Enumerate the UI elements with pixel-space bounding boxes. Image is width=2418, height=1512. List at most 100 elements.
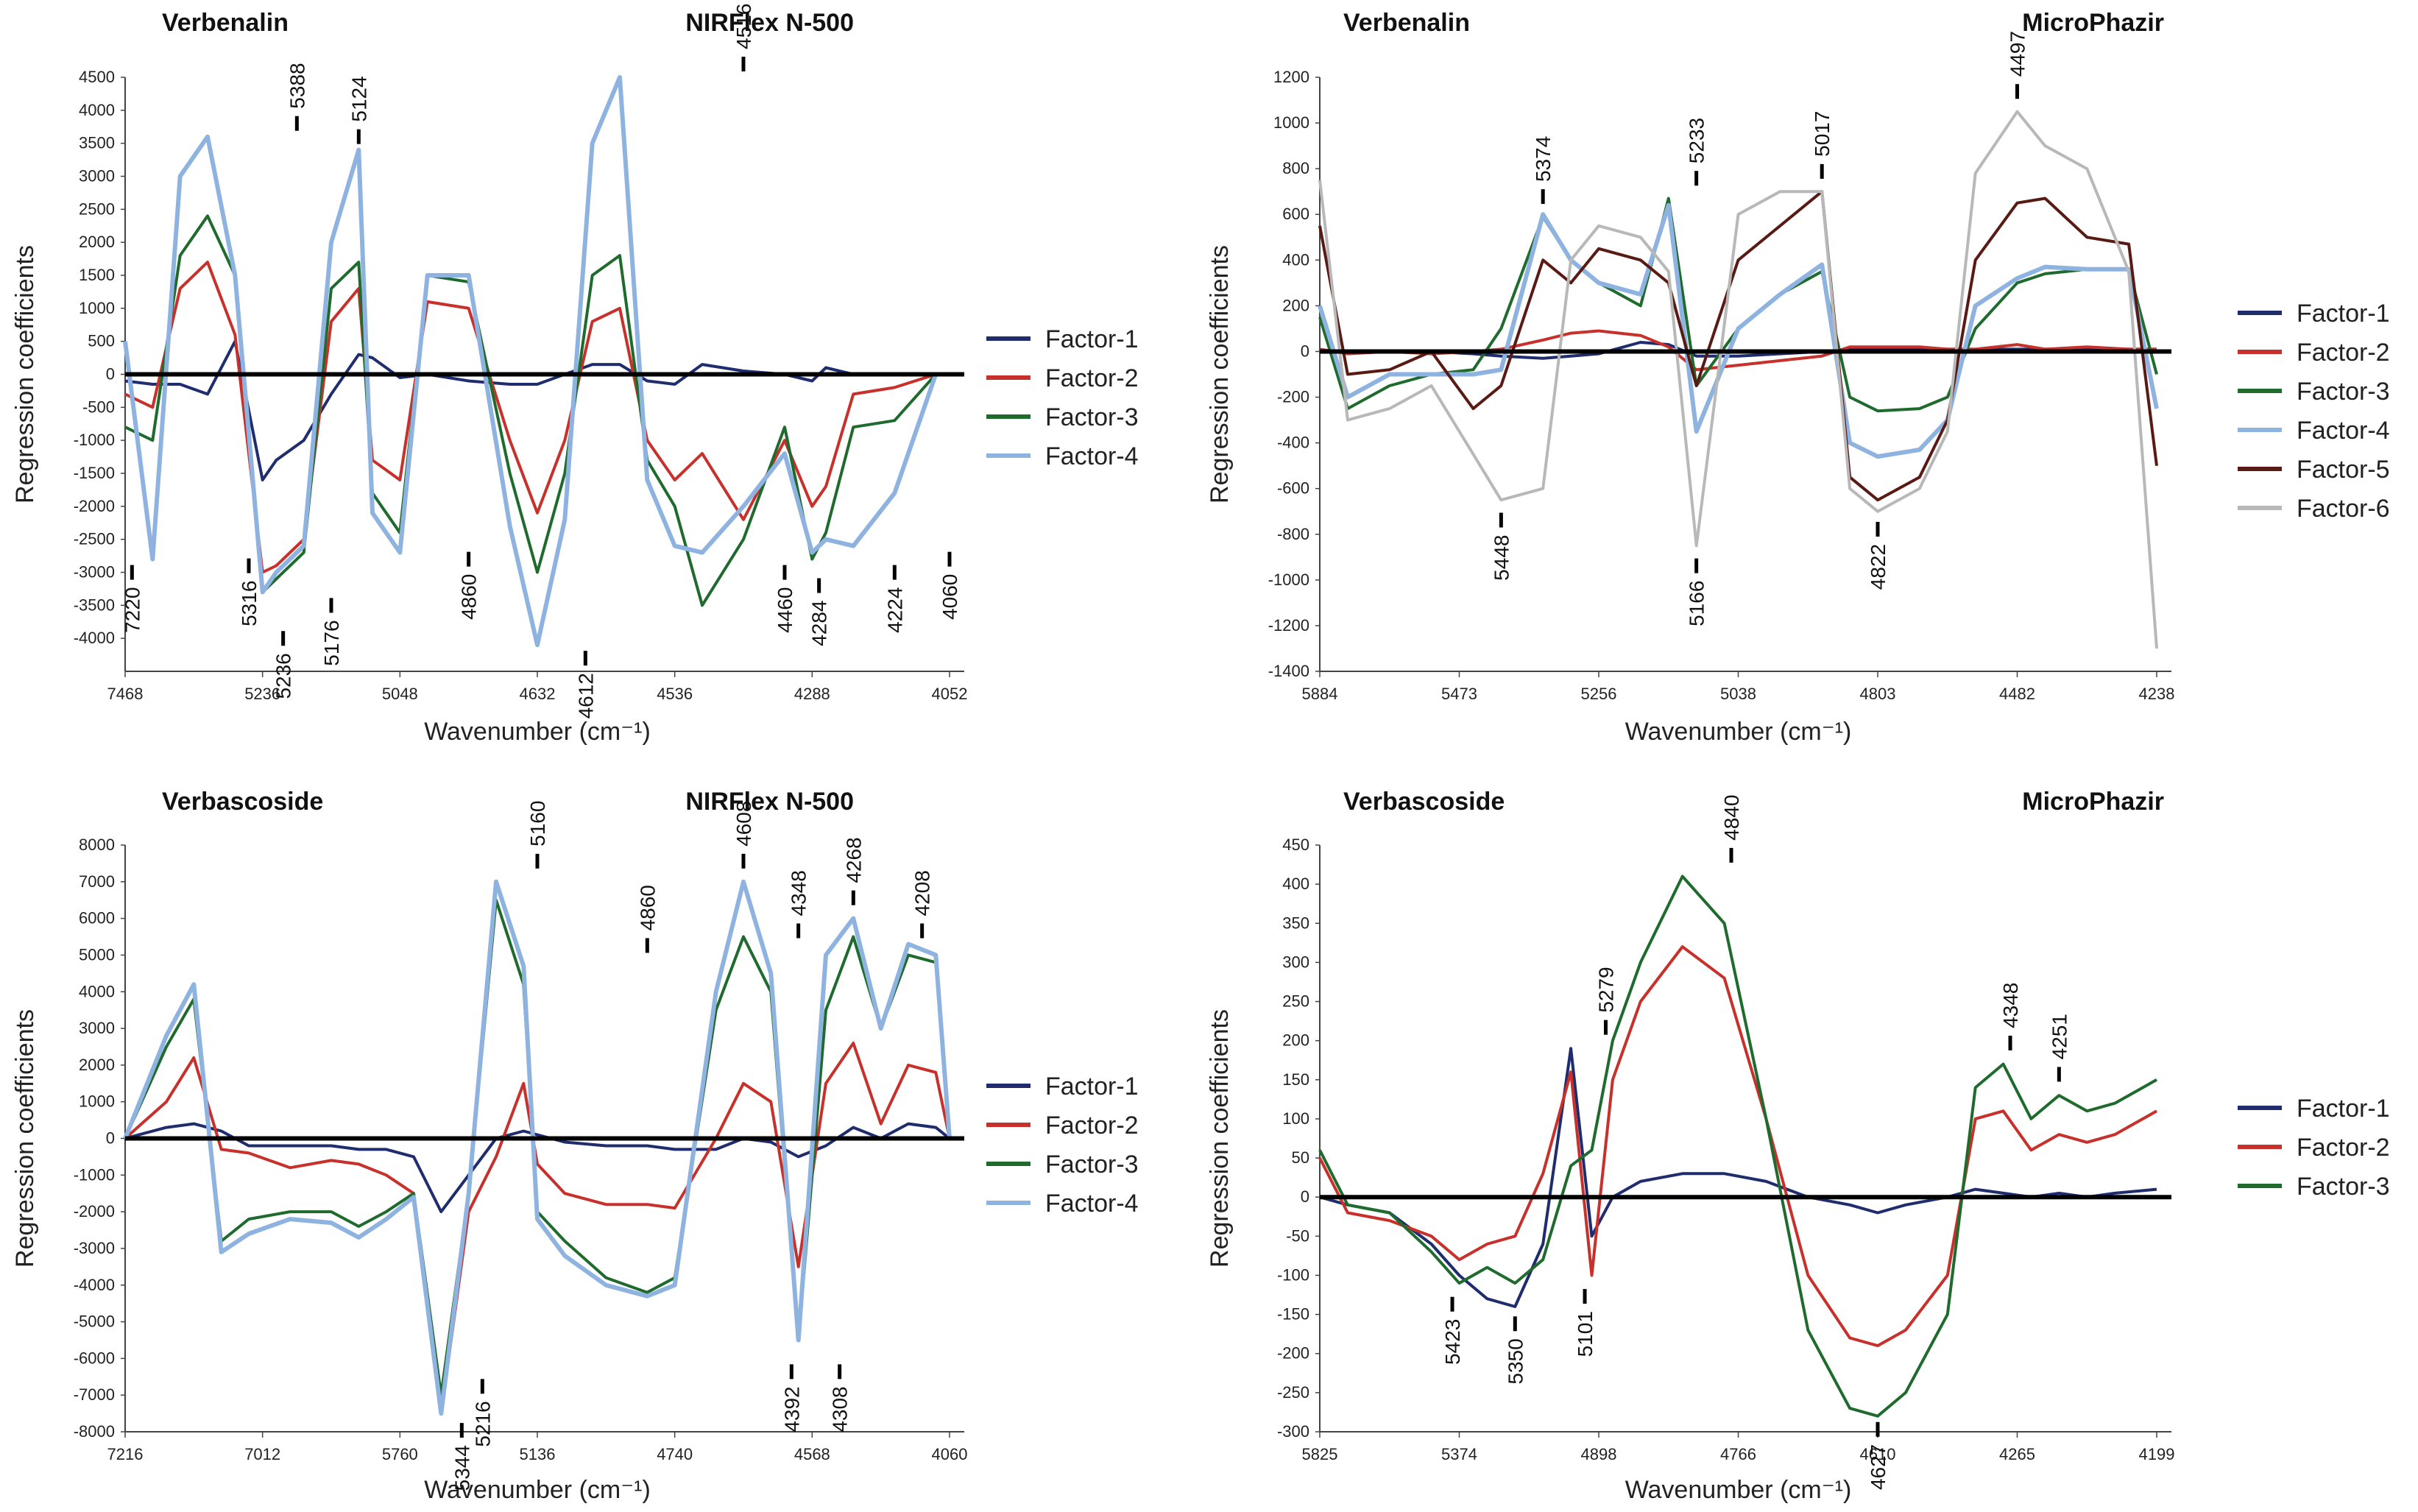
chart-panel-2: Verbenalin MicroPhazir -1400 -1200 -1000 -800…	[1206, 9, 2390, 746]
y-tick-label: -1000	[74, 1165, 115, 1184]
peak-annotation: 5344	[450, 1445, 473, 1491]
legend-label-factor-1: Factor-1	[1045, 1073, 1139, 1101]
legend-label-factor-4: Factor-4	[2297, 417, 2390, 445]
y-tick-label: -50	[1286, 1226, 1309, 1245]
series-line-factor-2	[1318, 945, 2157, 1348]
x-tick-label: 5236	[244, 685, 280, 703]
x-tick-label: 5374	[1441, 1445, 1477, 1463]
x-tick-label: 7216	[107, 1445, 144, 1463]
y-tick-label: -1500	[74, 464, 115, 482]
legend: Factor-1 Factor-2 Factor-3 Factor-4	[986, 1073, 1139, 1218]
x-tick-label: 7468	[107, 685, 144, 703]
peak-annotation: 4060	[938, 574, 961, 620]
y-tick-label: -300	[1277, 1422, 1309, 1441]
legend-label-factor-1: Factor-1	[1045, 325, 1139, 353]
peak-annotation: 5388	[286, 63, 308, 108]
legend-label-factor-3: Factor-3	[1045, 1151, 1139, 1179]
x-tick-label: 4238	[2139, 685, 2175, 703]
y-tick-label: 6000	[79, 909, 115, 928]
x-tick-label: 5038	[1720, 685, 1756, 703]
series-line-factor-4	[1318, 202, 2159, 459]
peak-annotation: 4392	[780, 1386, 803, 1432]
x-tick-label: 4740	[657, 1445, 693, 1463]
y-tick-label: 1500	[79, 266, 115, 284]
chart-title: Verbenalin	[1343, 9, 1470, 37]
y-axis-label: Regression coefficients	[11, 245, 39, 504]
peak-annotation: 4224	[883, 587, 906, 633]
y-tick-label: -600	[1277, 479, 1309, 498]
instrument-label: MicroPhazir	[2022, 788, 2164, 816]
y-tick-label: 500	[88, 332, 115, 350]
y-tick-label: 3500	[79, 134, 115, 152]
y-tick-label: -1000	[1268, 570, 1309, 589]
series-line-factor-6	[1318, 110, 2158, 649]
legend: Factor-1 Factor-2 Factor-3 Factor-4	[986, 325, 1139, 470]
x-tick-label: 4536	[657, 685, 693, 703]
y-tick-label: 50	[1292, 1148, 1309, 1167]
peak-annotation: 5233	[1686, 118, 1708, 163]
legend-label-factor-1: Factor-1	[2297, 300, 2390, 328]
y-tick-label: -4000	[74, 629, 115, 647]
y-axis-label: Regression coefficients	[1206, 245, 1234, 504]
y-tick-label: -1200	[1268, 616, 1309, 635]
chart-panel-3: Verbascoside NIRFlex N-500 -8000 -7000 -6000…	[11, 788, 1139, 1504]
y-tick-label: -1400	[1268, 662, 1309, 680]
x-tick-label: 5760	[382, 1445, 418, 1463]
x-tick-label: 4632	[520, 685, 556, 703]
y-tick-label: -100	[1277, 1265, 1309, 1284]
y-tick-label: -2000	[74, 497, 115, 515]
x-tick-label: 4265	[1999, 1445, 2035, 1463]
y-tick-label: 2000	[79, 1056, 115, 1074]
legend-label-factor-3: Factor-3	[2297, 1173, 2390, 1201]
y-tick-label: -200	[1277, 1344, 1309, 1363]
y-tick-label: -800	[1277, 525, 1309, 543]
series-line-factor-4	[123, 879, 952, 1416]
y-tick-label: 4500	[79, 68, 115, 86]
y-tick-label: -400	[1277, 434, 1309, 452]
y-tick-label: -4000	[74, 1276, 115, 1294]
peak-annotation: 4860	[636, 885, 659, 930]
legend-label-factor-2: Factor-2	[2297, 339, 2390, 367]
peak-annotation: 5166	[1686, 581, 1708, 626]
peak-annotation: 4612	[574, 673, 597, 718]
peak-annotation: 5017	[1811, 111, 1834, 157]
peak-annotation: 4516	[732, 4, 755, 49]
y-tick-label: 200	[1282, 1031, 1309, 1050]
peak-annotation: 4284	[808, 601, 831, 646]
peak-annotation: 4308	[829, 1386, 852, 1432]
x-axis-label: Wavenumber (cm⁻¹)	[1625, 718, 1852, 746]
legend-label-factor-1: Factor-1	[2297, 1095, 2390, 1123]
legend: Factor-1 Factor-2 Factor-3	[2238, 1095, 2390, 1201]
y-tick-label: -3000	[74, 1239, 115, 1257]
peak-annotation: 4497	[2007, 31, 2029, 77]
peak-annotation: 5423	[1441, 1319, 1464, 1365]
peak-annotation: 5316	[238, 581, 261, 626]
peak-annotation: 5236	[272, 653, 295, 699]
y-tick-label: 2000	[79, 233, 115, 251]
y-tick-label: 450	[1282, 836, 1309, 854]
y-tick-label: -3000	[74, 563, 115, 582]
y-tick-label: 5000	[79, 945, 115, 964]
y-tick-label: 0	[1301, 1187, 1309, 1206]
x-tick-label: 5136	[520, 1445, 556, 1463]
instrument-label: NIRFlex N-500	[685, 788, 854, 816]
y-tick-label: -7000	[74, 1385, 115, 1404]
y-tick-label: 1000	[79, 299, 115, 317]
x-tick-label: 7012	[244, 1445, 280, 1463]
peak-annotation: 4208	[911, 870, 934, 916]
y-tick-label: 400	[1282, 250, 1309, 269]
y-tick-label: 1000	[79, 1092, 115, 1111]
peak-annotation: 5448	[1490, 535, 1513, 581]
y-tick-label: 4000	[79, 982, 115, 1000]
y-tick-label: 3000	[79, 1019, 115, 1037]
x-tick-label: 4568	[794, 1445, 830, 1463]
x-tick-label: 5256	[1581, 685, 1617, 703]
y-tick-label: -2000	[74, 1202, 115, 1220]
x-tick-label: 4610	[1860, 1445, 1896, 1463]
chart-title: Verbascoside	[1343, 788, 1505, 816]
y-tick-label: 1000	[1273, 113, 1309, 132]
legend-label-factor-4: Factor-4	[1045, 442, 1139, 470]
peak-annotation: 4860	[458, 574, 481, 620]
x-tick-label: 4060	[932, 1445, 968, 1463]
